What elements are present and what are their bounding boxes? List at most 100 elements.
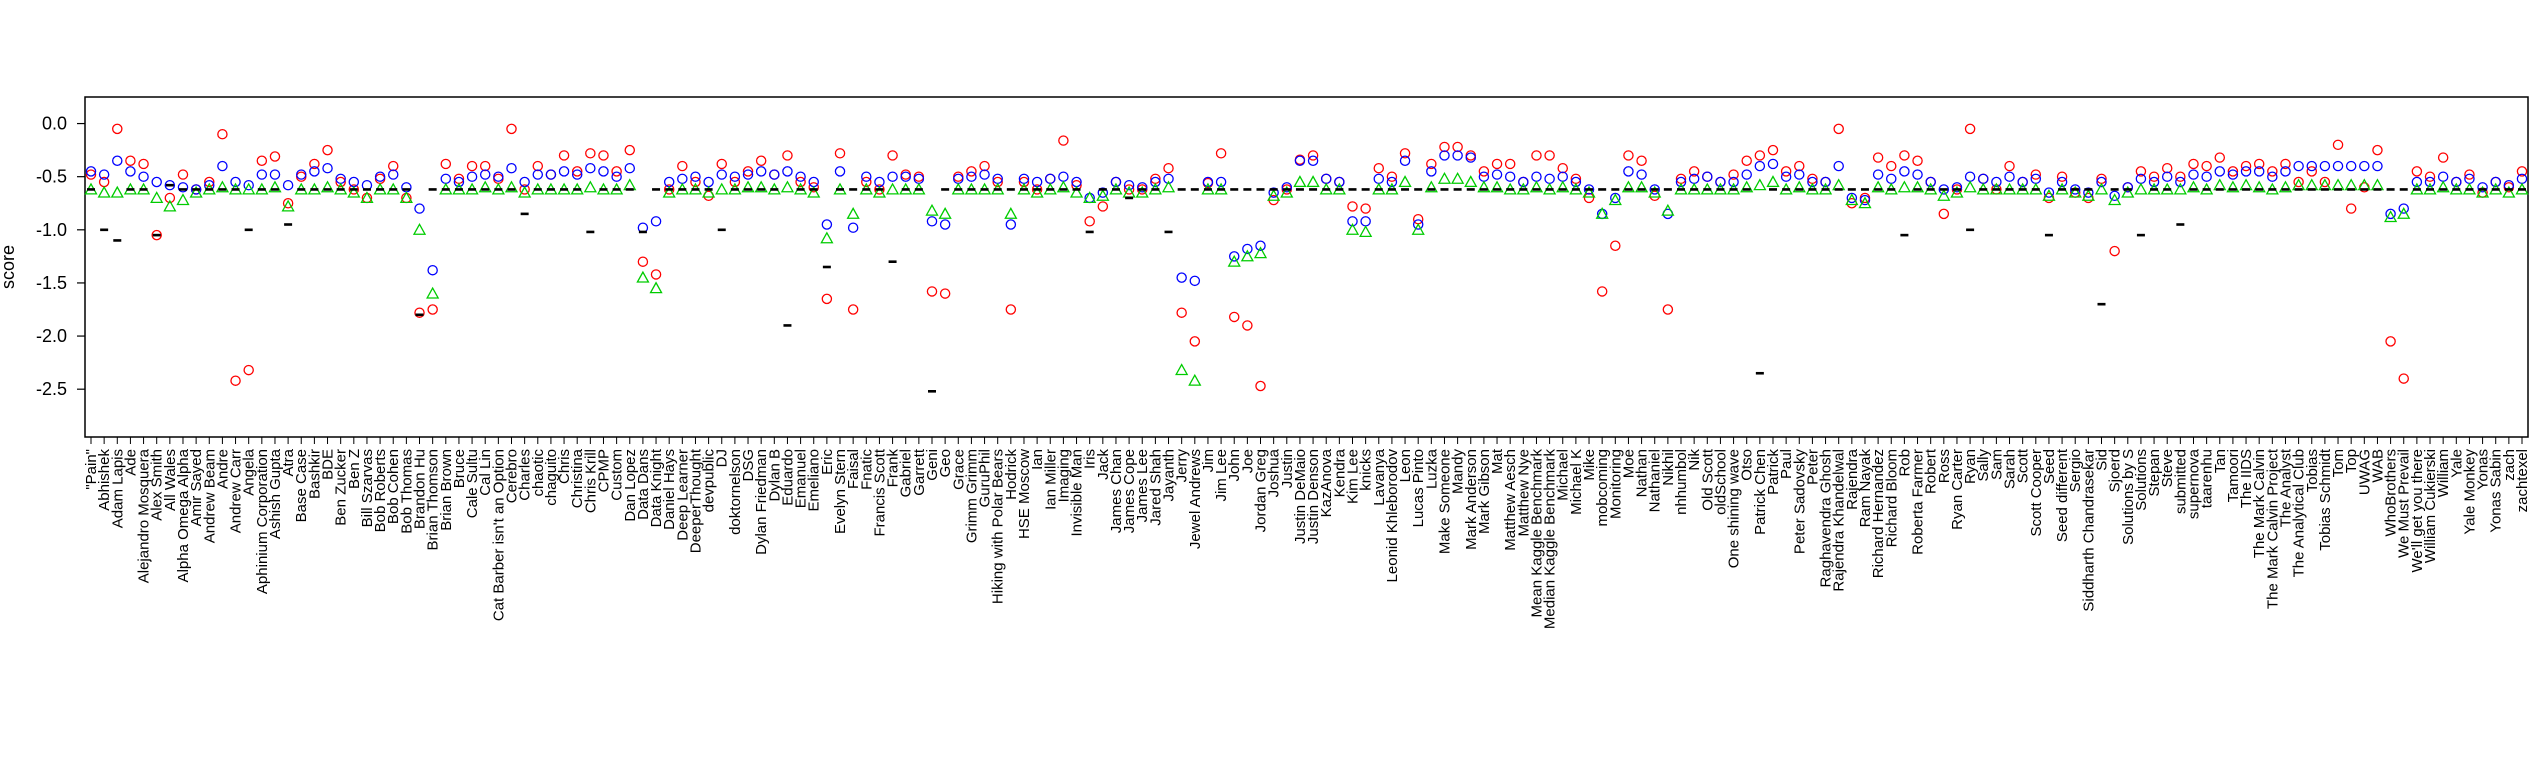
point-green-triangle [360,191,374,203]
point-red-circle [1872,152,1884,163]
point-blue-circle [1991,176,2002,188]
x-tick-label: Alpha Omega Alpha [175,448,192,582]
point-green-triangle [1937,188,1951,201]
point-blue-circle [230,176,241,188]
point-blue-circle [2424,176,2436,188]
point-blue-circle [1399,155,1411,166]
point-red-circle [650,269,662,280]
x-tick-label: Ryan [1962,449,1979,484]
point-blue-circle [782,166,793,177]
point-blue-circle [769,169,780,180]
point-blue-circle [98,169,110,180]
x-tick-label: Ian Miller [1042,449,1059,510]
x-tick-label: WAB [2369,449,2386,483]
point-red-circle [2411,166,2423,177]
point-green-triangle [347,185,361,198]
point-red-circle [1767,144,1779,156]
point-blue-circle [2240,166,2252,177]
x-tick-label: Nikhil [1660,449,1677,486]
point-red-circle [1307,150,1319,161]
point-red-circle [847,304,859,315]
point-green-triangle [1963,180,1977,193]
point-red-circle [112,123,123,135]
point-red-circle [1255,380,1266,392]
x-tick-label: Siddharth Chandrasekar [2080,449,2097,612]
point-red-circle [861,176,872,188]
point-blue-circle [742,169,754,180]
point-blue-circle [466,171,478,182]
point-red-circle [1794,160,1805,172]
x-tick-label: Michael [1555,449,1572,501]
x-tick-label: Jim Lee [1213,449,1230,502]
x-tick-label: Rajendra Khandelwal [1831,449,1848,592]
point-red-circle [2306,166,2318,177]
point-red-circle [874,184,885,195]
point-blue-circle [1912,169,1923,180]
x-tick-label: Jack [1095,449,1112,480]
point-blue-circle [1964,171,1976,182]
point-green-triangle [2397,207,2411,219]
x-tick-label: Bashkir [306,449,323,499]
x-tick-label: Justin Denson [1305,449,1322,544]
x-tick-label: Grace [950,449,967,490]
point-blue-circle [1570,176,1582,188]
x-tick-label: Jordan Greg [1253,449,1270,532]
x-tick-label: Kendra [1331,448,1348,497]
point-red-circle [1912,155,1923,166]
x-tick-label: Brandon Hu [412,449,429,529]
point-blue-circle [1702,171,1713,182]
x-tick-label: Peter Sadovsky [1791,449,1808,555]
point-green-triangle [2475,185,2490,198]
x-tick-label: Joe [1239,449,1256,473]
point-blue-circle [795,171,806,182]
point-blue-circle [2227,169,2239,180]
point-green-triangle [583,180,597,193]
point-green-triangle [215,180,230,193]
x-tick-label: Deep Learner [674,449,691,541]
point-blue-circle [1951,182,1963,193]
point-blue-circle [1412,219,1424,230]
point-green-triangle [399,191,413,203]
point-red-circle [2161,162,2173,174]
x-tick-label: Solutions by S [2120,449,2137,545]
point-red-circle [1005,304,1017,315]
point-blue-circle [703,176,714,188]
point-red-circle [1386,171,1398,182]
x-tick-label: Imaging [1055,449,1072,502]
point-red-circle [624,144,636,156]
point-blue-circle [755,166,767,177]
point-red-circle [716,158,727,170]
point-blue-circle [558,166,570,177]
point-red-circle [295,171,307,182]
point-blue-circle [374,171,386,182]
point-red-circle [1728,169,1739,180]
point-green-triangle [636,270,650,283]
x-tick-label: Leonid Khleborodov [1384,449,1401,583]
point-blue-circle [2451,176,2462,188]
point-blue-circle [1478,171,1490,182]
point-blue-circle [1820,176,1831,188]
point-red-circle [1465,150,1477,161]
x-tick-label: Mike [1581,449,1598,481]
point-blue-circle [1360,216,1371,227]
y-tick-label: -2.5 [36,379,67,399]
point-green-triangle [1293,175,1307,188]
x-tick-label: We Must Prevail [2396,449,2413,558]
point-green-triangle [1424,180,1438,193]
x-tick-label: The IIDS [2238,449,2255,508]
x-tick-label: Sid [2094,449,2111,471]
x-tick-label: Ben Zucker [333,449,350,526]
point-blue-circle [585,162,596,174]
x-tick-label: Bob Cohen [385,449,402,524]
point-blue-circle [1110,176,1122,188]
point-green-triangle [268,180,282,193]
point-red-circle [387,160,399,172]
point-blue-circle [479,169,491,180]
point-red-circle [1097,201,1109,212]
x-tick-label: One shining wave [1726,449,1743,568]
point-red-circle [2214,152,2226,163]
x-tick-label: Geo [937,449,954,477]
x-tick-label: Adam Lapis [109,449,126,528]
y-tick-label: -2.0 [36,326,67,346]
